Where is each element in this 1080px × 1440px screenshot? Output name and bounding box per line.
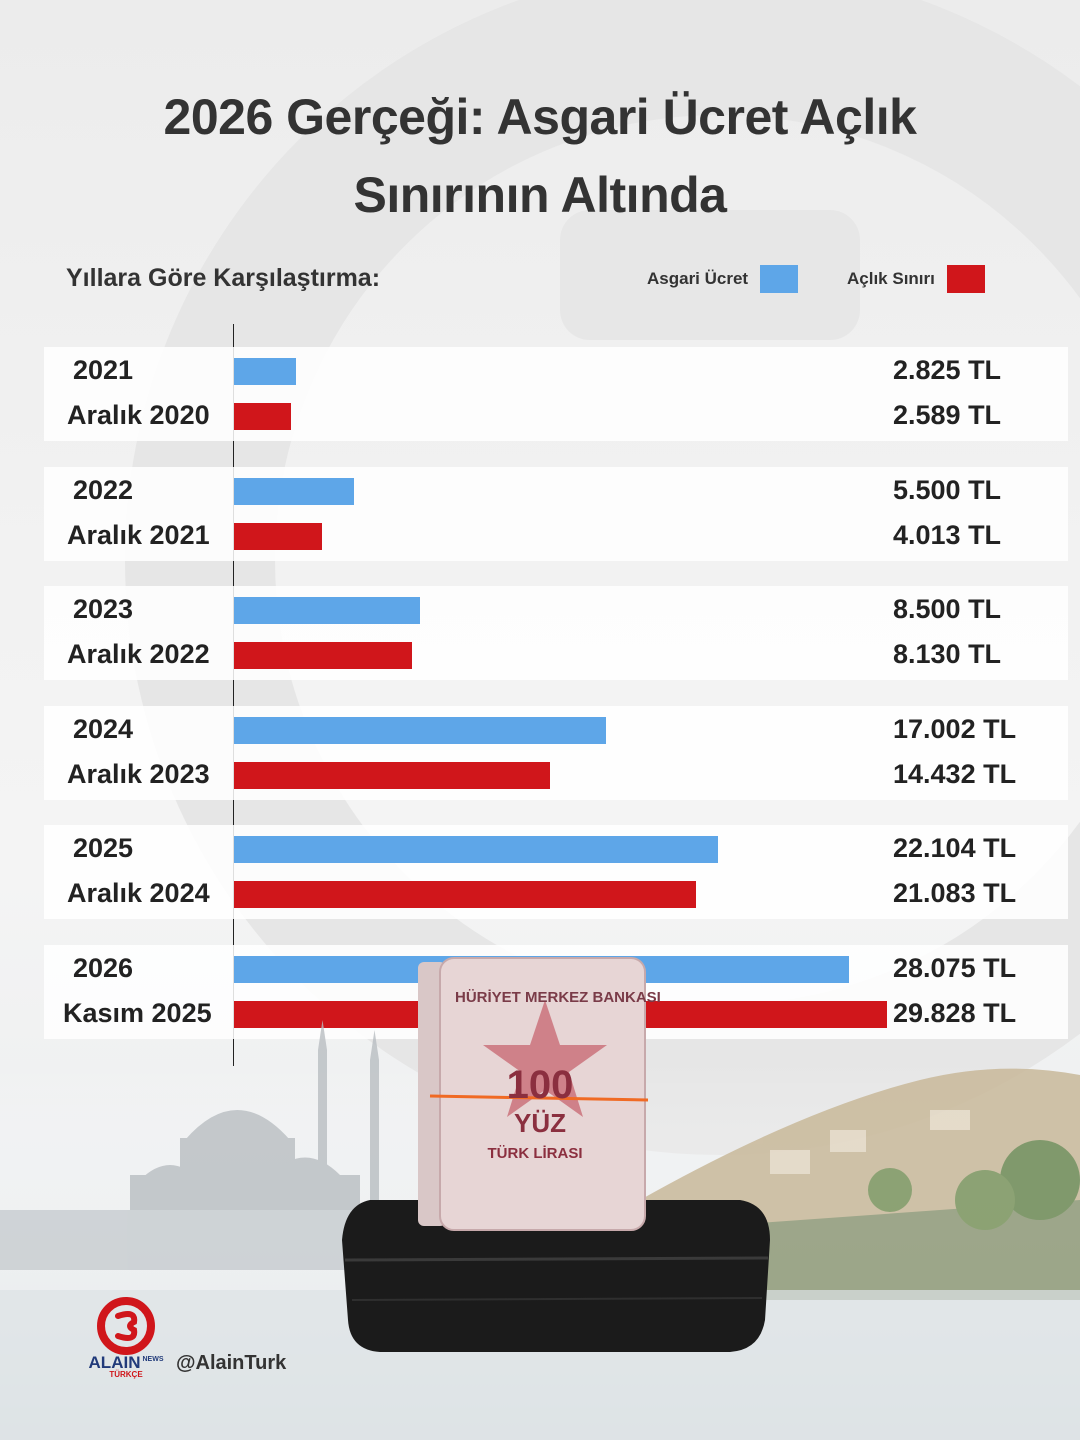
value-label: 28.075 TL xyxy=(893,953,1017,983)
value-label: 22.104 TL xyxy=(893,833,1017,864)
value-label: 2.589 TL xyxy=(893,400,1002,430)
logo-brand-text: ALAIN xyxy=(88,1353,141,1372)
legend-item-minimum-wage: Asgari Ücret xyxy=(647,264,799,294)
social-handle: @AlainTurk xyxy=(176,1352,287,1374)
category-label: Kasım 2025 xyxy=(63,998,212,1028)
alain-logo-icon xyxy=(97,1297,155,1355)
bar-hunger-line xyxy=(234,642,412,670)
value-label: 8.500 TL xyxy=(893,594,1002,625)
bar-hunger-line xyxy=(234,881,696,909)
category-label: 2026 xyxy=(73,953,134,983)
group-band xyxy=(44,586,1068,681)
category-label: 2024 xyxy=(73,713,134,744)
legend-swatch xyxy=(946,265,985,293)
value-label: 21.083 TL xyxy=(893,878,1017,909)
value-label: 4.013 TL xyxy=(893,519,1002,550)
legend-item-hunger-line: Açlık Sınırı xyxy=(847,264,985,294)
y-axis-line xyxy=(233,324,234,1066)
alain-logo: ALAIN NEWS TÜRKÇE xyxy=(88,1296,164,1379)
value-label: 29.828 TL xyxy=(893,998,1017,1028)
bar-minimum-wage xyxy=(234,836,718,864)
category-label: Aralık 2020 xyxy=(67,400,210,430)
bar-minimum-wage xyxy=(234,956,849,983)
value-label: 17.002 TL xyxy=(893,713,1017,744)
page-title: 2026 Gerçeği: Asgari Ücret Açlık Sınırın… xyxy=(163,89,917,223)
legend-label: Açlık Sınırı xyxy=(847,269,935,288)
value-label: 5.500 TL xyxy=(893,474,1002,505)
category-label: 2022 xyxy=(73,474,134,505)
group-band xyxy=(44,466,1068,561)
bar-minimum-wage xyxy=(234,358,296,385)
footer: ALAIN NEWS TÜRKÇE @AlainTurk xyxy=(88,1296,287,1379)
chart-subtitle: Yıllara Göre Karşılaştırma: xyxy=(66,264,381,292)
bar-minimum-wage xyxy=(234,716,607,744)
legend-label: Asgari Ücret xyxy=(647,269,749,288)
category-label: Aralık 2022 xyxy=(67,639,210,670)
bar-hunger-line xyxy=(234,761,550,789)
category-label: Aralık 2021 xyxy=(67,519,210,550)
group-band xyxy=(44,347,1068,441)
bar-hunger-line xyxy=(234,1001,887,1028)
logo-sub-text: TÜRKÇE xyxy=(109,1370,143,1379)
legend-swatch xyxy=(760,265,799,293)
bar-minimum-wage xyxy=(234,477,355,505)
value-label: 2.825 TL xyxy=(893,355,1002,385)
category-label: Aralık 2024 xyxy=(67,878,210,909)
category-label: Aralık 2023 xyxy=(67,758,210,789)
category-label: 2023 xyxy=(73,594,134,625)
value-label: 8.130 TL xyxy=(893,639,1002,670)
bar-minimum-wage xyxy=(234,597,421,625)
category-label: 2025 xyxy=(73,833,134,864)
logo-news-text: NEWS xyxy=(142,1356,164,1363)
bar-hunger-line xyxy=(234,522,322,550)
bar-hunger-line xyxy=(234,403,291,430)
category-label: 2021 xyxy=(73,355,134,385)
value-label: 14.432 TL xyxy=(893,758,1017,789)
